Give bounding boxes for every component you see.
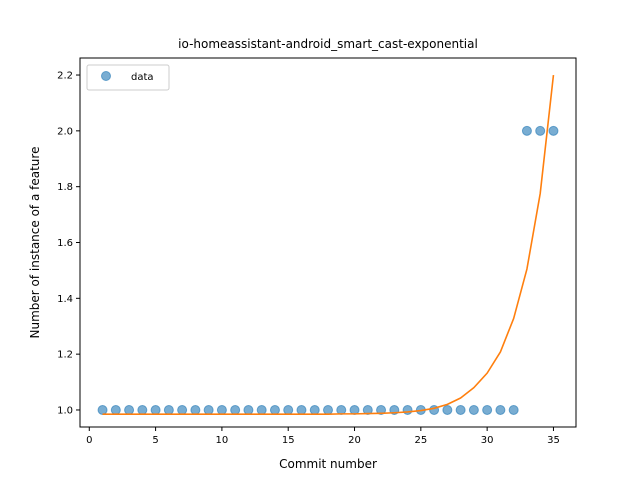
data-point xyxy=(177,404,188,415)
x-tick-label: 15 xyxy=(282,435,295,446)
data-point xyxy=(482,404,493,415)
x-tick-label: 20 xyxy=(348,435,361,446)
chart-title: io-homeassistant-android_smart_cast-expo… xyxy=(178,37,478,51)
y-tick-label: 1.2 xyxy=(57,350,73,361)
data-point xyxy=(362,404,373,415)
data-point xyxy=(216,404,227,415)
data-point xyxy=(124,404,135,415)
data-point xyxy=(376,404,387,415)
x-tick-label: 25 xyxy=(414,435,427,446)
data-point xyxy=(203,404,214,415)
data-point xyxy=(97,404,108,415)
data-point xyxy=(230,404,241,415)
data-point xyxy=(137,404,148,415)
y-axis-label: Number of instance of a feature xyxy=(28,147,42,339)
y-tick-label: 1.8 xyxy=(57,182,73,193)
data-point xyxy=(323,404,333,415)
x-tick-label: 30 xyxy=(481,435,494,446)
plot-area xyxy=(97,74,559,415)
legend-label-data: data xyxy=(131,72,154,83)
x-tick-label: 35 xyxy=(547,435,560,446)
data-point xyxy=(508,404,519,415)
x-tick-label: 0 xyxy=(86,435,92,446)
data-point xyxy=(495,404,506,415)
data-point xyxy=(190,404,201,415)
legend-marker-data xyxy=(101,71,111,81)
x-axis-label: Commit number xyxy=(279,457,377,471)
y-tick-label: 2.0 xyxy=(57,126,73,137)
data-point xyxy=(256,404,267,415)
y-tick-label: 1.4 xyxy=(57,294,73,305)
data-point xyxy=(269,404,280,415)
data-point xyxy=(163,404,174,415)
x-axis-ticks: 0 5 10 15 20 25 30 35 xyxy=(86,427,560,446)
data-point xyxy=(535,125,546,136)
data-point xyxy=(442,404,453,415)
data-point xyxy=(468,404,479,415)
x-tick-label: 10 xyxy=(216,435,229,446)
data-point xyxy=(283,404,294,415)
legend: data xyxy=(86,64,170,91)
data-point xyxy=(548,125,559,136)
y-tick-label: 2.2 xyxy=(57,71,73,82)
data-point xyxy=(402,404,413,415)
y-axis-ticks: 1.0 1.2 1.4 1.6 1.8 2.0 2.2 xyxy=(57,71,80,416)
axes-frame xyxy=(79,57,577,428)
fit-line xyxy=(102,74,555,415)
data-point xyxy=(296,404,307,415)
x-tick-label: 5 xyxy=(152,435,158,446)
data-point xyxy=(309,404,320,415)
data-point xyxy=(110,404,121,415)
y-tick-label: 1.0 xyxy=(57,405,73,416)
data-point xyxy=(455,404,466,415)
data-point xyxy=(521,125,532,136)
data-point xyxy=(243,404,254,415)
legend-box xyxy=(86,64,170,91)
data-point xyxy=(150,404,161,415)
y-tick-label: 1.6 xyxy=(57,238,73,249)
